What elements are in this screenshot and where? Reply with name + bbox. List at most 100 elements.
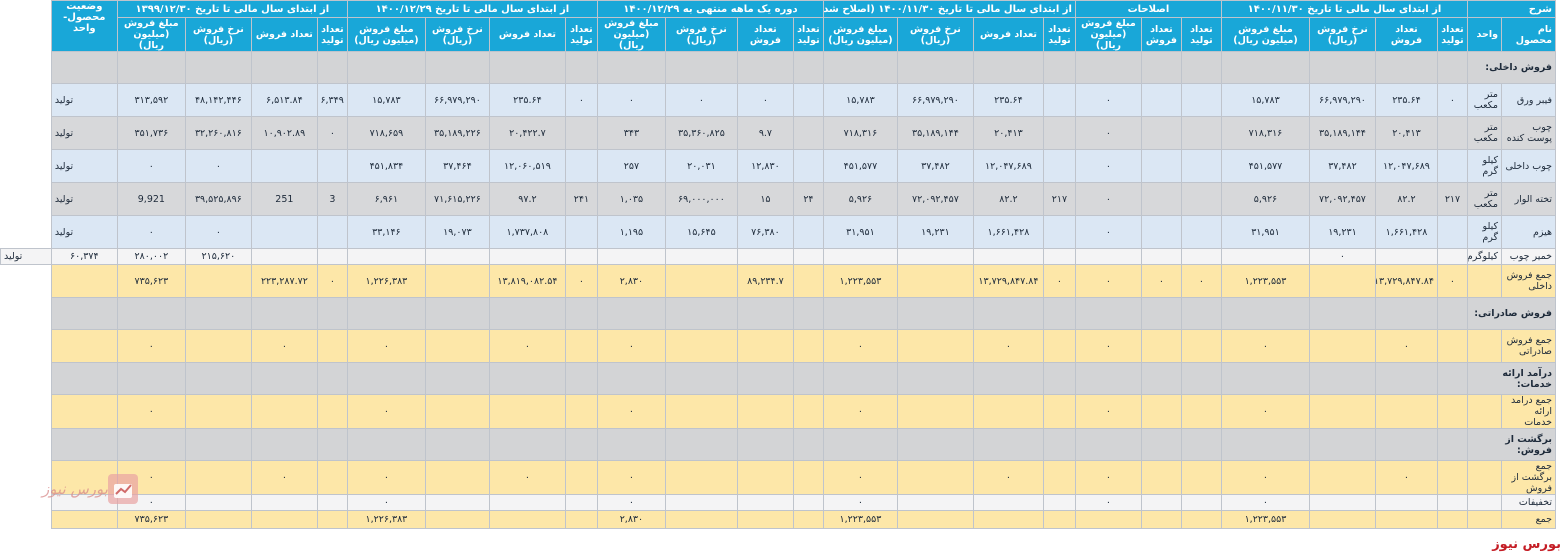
product-name: چوب پوست کنده [1501,116,1556,150]
empty-cell [1436,428,1468,461]
value-cell: ۰ [316,264,348,298]
subheader-p2-2: نرخ فروش (ریال) [896,17,974,52]
table-row: جمع فروش صادراتی ۰ ۰ ۰ ۰ ۰ ۰ ۰ ۰ ۰ ۰ [1,329,1556,363]
value-cell: ۳۱,۹۵۱ [1220,215,1310,249]
value-cell: ۰ [1436,264,1468,298]
section-title: فروش صادراتی: [1466,297,1557,330]
value-cell: ۹.۷ [736,116,794,150]
empty-cell [1180,297,1222,330]
value-cell: ۷۶,۳۸۰ [736,215,794,249]
value-cell: ۲۰,۰۳۱ [664,149,738,183]
value-cell: ۱,۲۲۶,۳۸۳ [346,264,426,298]
empty-cell [1074,51,1142,84]
value-cell [736,494,794,511]
section-row: برگشت از فروش: [1,428,1557,461]
empty-cell [664,297,738,330]
empty-cell [896,297,974,330]
value-cell: ۱,۶۶۱,۴۲۸ [972,215,1044,249]
value-cell: ۸۹,۲۳۴.۷ [736,264,794,298]
header-adjustments: اصلاحات [1074,0,1222,18]
value-cell [1140,329,1182,363]
empty-cell [564,51,598,84]
value-cell [488,394,566,429]
value-cell: ۶۹,۰۰۰,۰۰۰ [664,182,738,216]
empty-cell [822,297,898,330]
value-cell [184,264,252,298]
product-name: هیزم [1501,215,1556,249]
empty-cell [488,362,566,395]
value-cell [792,149,824,183]
value-cell: ۰ [1374,460,1438,495]
value-cell: ۰ [596,394,666,429]
value-cell [316,248,348,265]
section-title: برگشت از فروش: [1466,428,1557,461]
value-cell [316,510,348,529]
value-cell: ۱۵ [736,182,794,216]
value-cell: ۰ [972,329,1044,363]
empty-cell [424,362,490,395]
value-cell [664,329,738,363]
value-cell [316,149,348,183]
subheader-p1-3: مبلغ فروش (میلیون ریال) [1220,17,1310,52]
value-cell: ۱۹,۲۳۱ [1308,215,1376,249]
empty-cell [1374,297,1438,330]
value-cell: ۰ [596,83,666,117]
value-cell [896,329,974,363]
empty-cell [596,51,666,84]
subheader-adj-1: تعداد فروش [1140,17,1182,52]
value-cell: ۴۵۱,۵۷۷ [822,149,898,183]
value-cell [896,510,974,529]
value-cell: ۰ [736,83,794,117]
value-cell: ۰ [1140,264,1182,298]
value-cell [1042,116,1076,150]
subheader-p3-3: مبلغ فروش (میلیون ریال) [596,17,666,52]
value-cell [972,248,1044,265]
product-status [50,329,118,363]
table-row: جمع فروش داخلی ۰ ۱۳,۷۲۹,۸۴۷.۸۴ ۱,۲۲۳,۵۵۳ ۰ ۰ ۰… [1,264,1556,298]
value-cell: ۱۵,۶۴۵ [664,215,738,249]
empty-cell [596,297,666,330]
value-cell [1140,494,1182,511]
empty-cell [316,51,348,84]
product-name: تخفیفات [1501,494,1556,511]
value-cell: ۲۱۷ [1436,182,1468,216]
value-cell [1042,329,1076,363]
value-cell: 9,921 [116,182,186,216]
value-cell [1140,215,1182,249]
value-cell [736,329,794,363]
value-cell: ۰ [346,329,426,363]
value-cell [1436,149,1468,183]
value-cell: ۴۵۱,۸۳۴ [346,149,426,183]
subheader-p5-0: تعداد تولید [316,17,348,52]
value-cell [792,264,824,298]
empty-cell [424,428,490,461]
value-cell: ۰ [346,494,426,511]
value-cell: 3 [316,182,348,216]
value-cell [1180,494,1222,511]
value-cell [896,494,974,511]
sub-header-row: نام محصول واحد تعداد تولید تعداد فروش نرخ … [1,17,1556,52]
value-cell [250,494,318,511]
empty-cell [488,297,566,330]
empty-cell [346,297,426,330]
value-cell [316,329,348,363]
empty-cell [346,362,426,395]
empty-cell [792,362,824,395]
header-period-1399-12-30: از ابتدای سال مالی تا تاریخ ۱۳۹۹/۱۲/۳۰ [116,0,348,18]
value-cell [250,510,318,529]
section-title: فروش داخلی: [1466,51,1557,84]
value-cell: ۲۰,۴۱۳ [1374,116,1438,150]
value-cell: ۲۵۷ [596,149,666,183]
empty-cell [346,51,426,84]
value-cell [1308,460,1376,495]
value-cell [1436,494,1468,511]
empty-cell [1436,51,1468,84]
value-cell [1374,248,1438,265]
table-body: فروش داخلی: فیبر ورق متر مکعب ۰ ۲۳۵.۶۴ ۶۶,۹۷۹… [0,51,1557,529]
value-cell [488,510,566,529]
value-cell [184,460,252,495]
value-cell: ۰ [1074,460,1142,495]
value-cell: ۱۹,۰۷۳ [424,215,490,249]
product-status: تولید [50,182,118,216]
value-cell [664,494,738,511]
